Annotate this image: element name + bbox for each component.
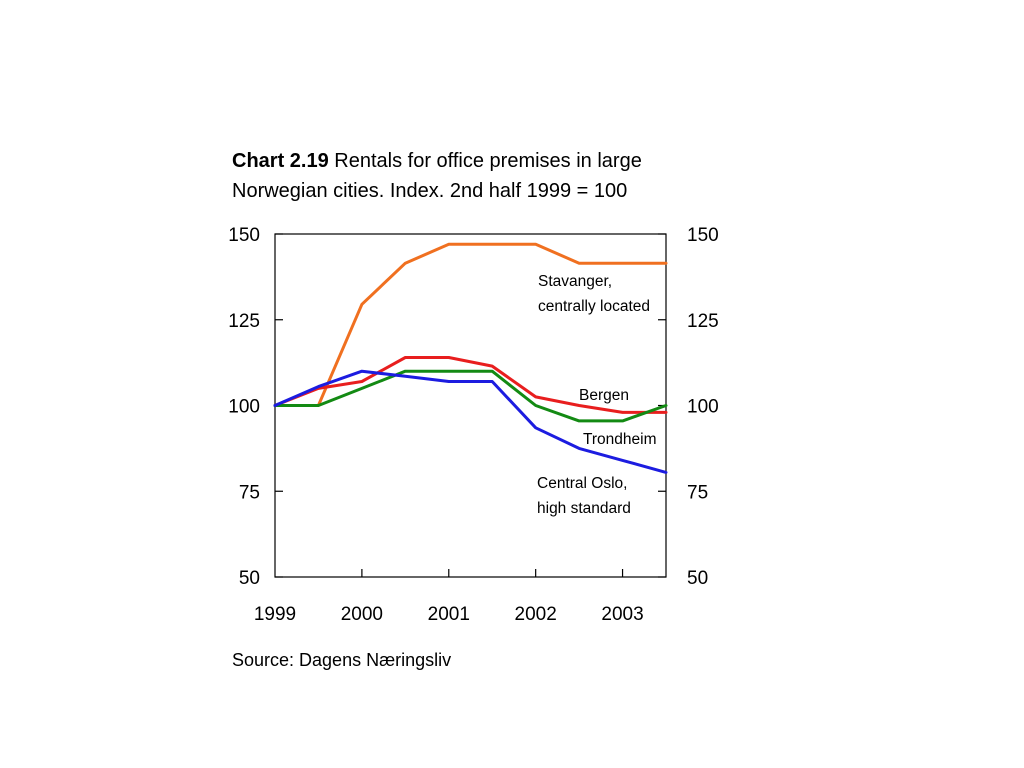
y-tick-label-right: 100 [687,397,719,418]
series-label-3: Central Oslo, [537,475,627,492]
y-tick-label-left: 150 [228,225,260,246]
series-line-2 [273,369,668,423]
series-label-0: Stavanger, [538,273,612,290]
y-tick-label-left: 125 [228,311,260,332]
series-labels: Stavanger, centrally located Bergen Trondhe… [537,273,657,517]
y-tick-label-right: 150 [687,225,719,246]
series-line-3 [273,369,668,474]
chart-number: Chart 2.19 [232,150,329,172]
series-line-1 [273,356,668,414]
series-label-0: centrally located [538,298,650,315]
source-note: Source: Dagens Næringsliv [232,650,452,670]
series-label-1: Bergen [579,387,629,404]
y-tick-label-right: 75 [687,482,708,503]
y-tick-label-left: 50 [239,568,260,589]
y-tick-label-left: 100 [228,397,260,418]
series-line-0 [273,242,668,407]
y-tick-label-right: 50 [687,568,708,589]
y-tick-label-left: 75 [239,482,260,503]
chart-title-line1: Rentals for office premises in large [328,150,642,172]
chart-axes: 50 75 100 125 150 50 75 100 125 150 1999 2000 2001 20… [228,225,718,625]
series-label-2: Trondheim [583,431,657,448]
y-tick-label-right: 125 [687,311,719,332]
x-tick-label: 2000 [341,604,383,625]
chart-series [273,242,668,474]
chart-title: Chart 2.19 Rentals for office premises i… [232,146,702,206]
x-tick-label: 2001 [428,604,470,625]
x-tick-label: 2002 [515,604,557,625]
chart-title-line2: Norwegian cities. Index. 2nd half 1999 =… [232,180,628,202]
x-tick-label: 2003 [601,604,643,625]
series-label-3: high standard [537,500,631,517]
x-tick-label: 1999 [254,604,296,625]
